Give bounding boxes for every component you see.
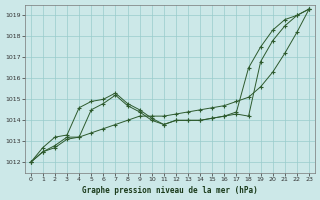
X-axis label: Graphe pression niveau de la mer (hPa): Graphe pression niveau de la mer (hPa) (82, 186, 258, 195)
